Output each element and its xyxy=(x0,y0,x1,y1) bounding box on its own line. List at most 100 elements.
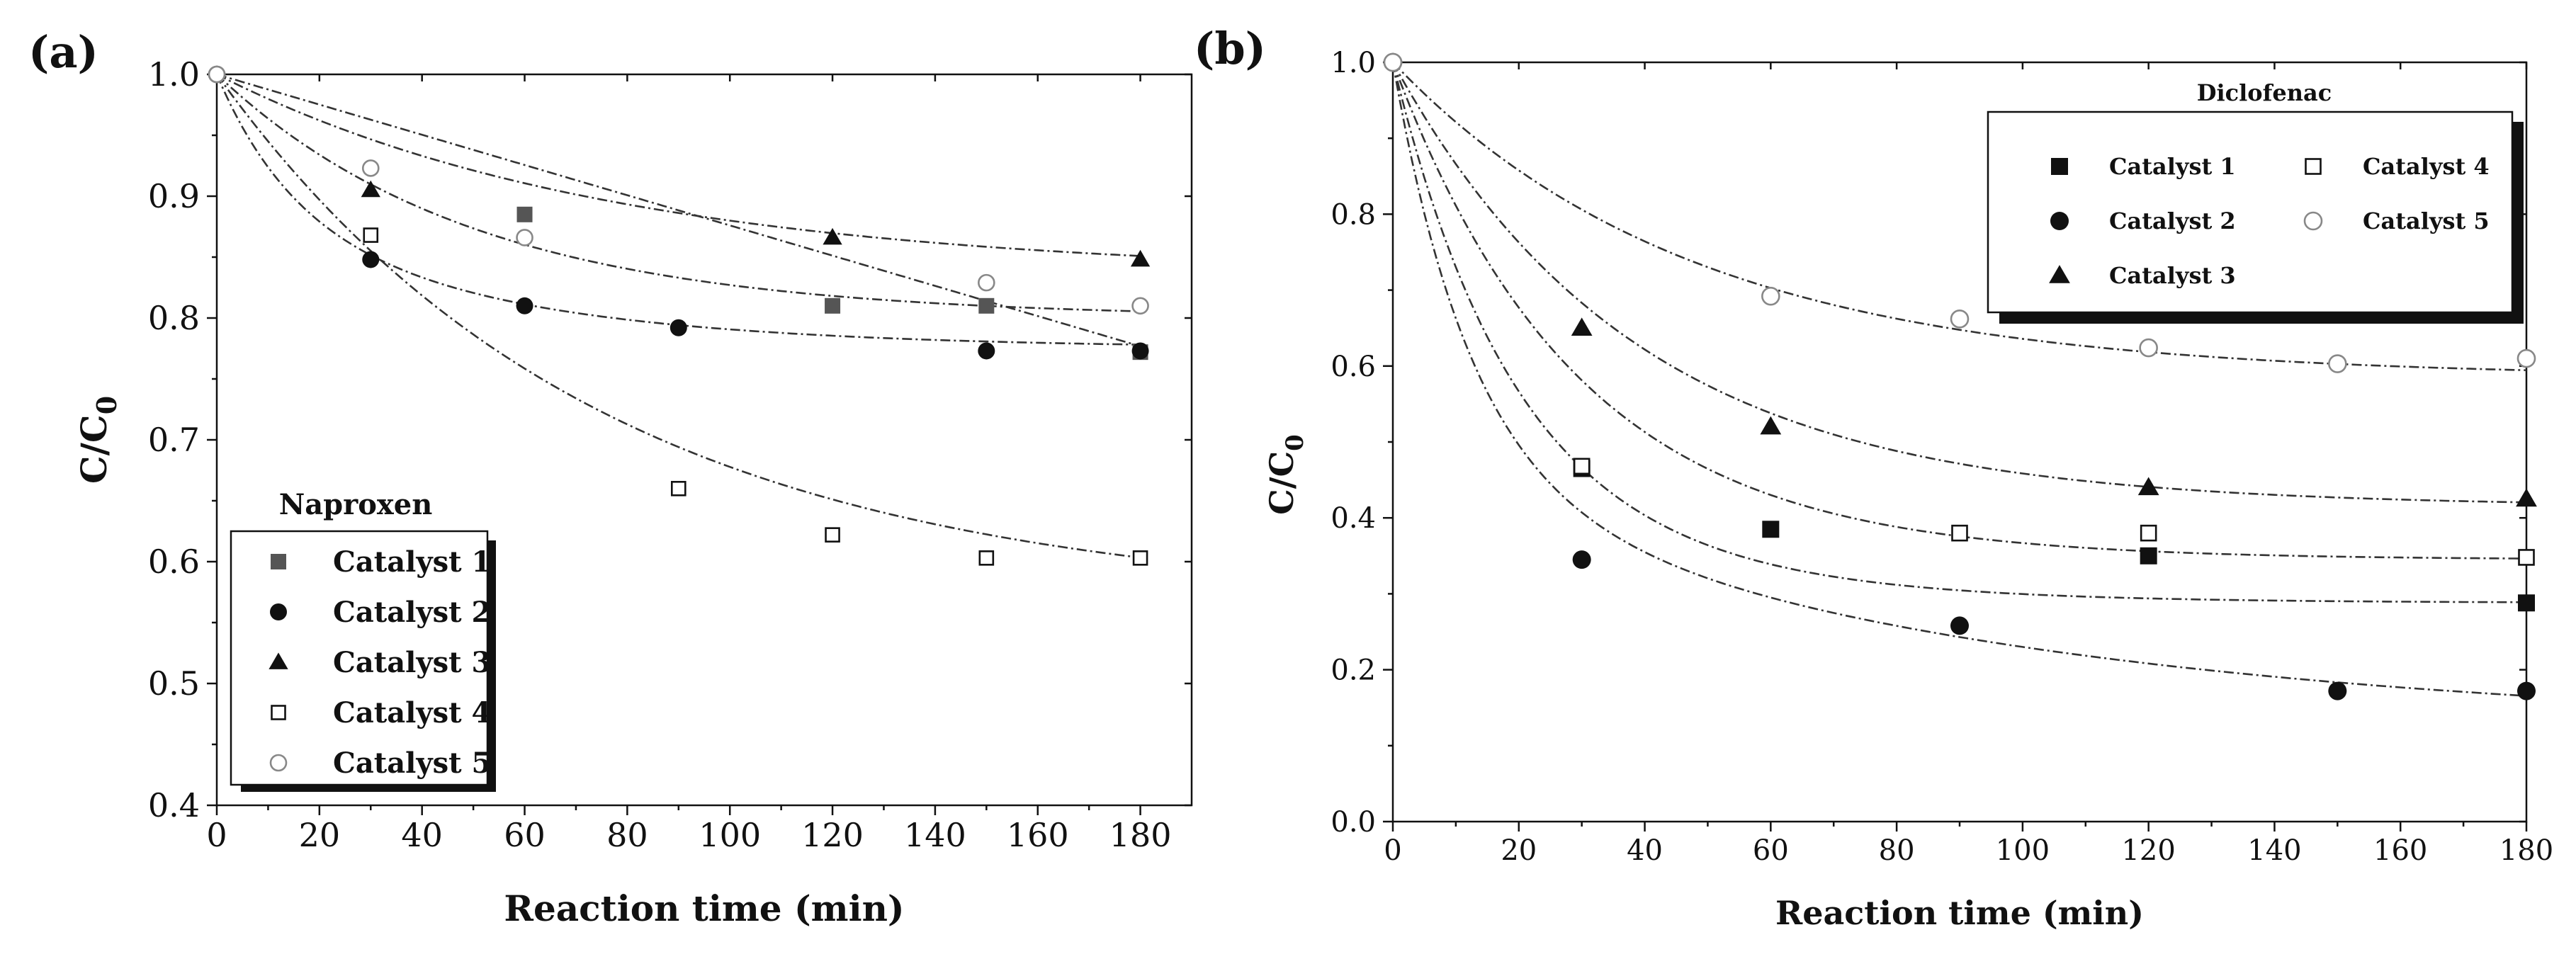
panel-b-ticks: 0 20 40 60 80 100 120 140 160 180 0.0 0.2 0.4 0.6 0.8 1… xyxy=(1331,47,2553,867)
panel-a-chart: (a) 0 20 40 60 80 100 120 140 160 180 0.4 0.5 0.6 0.7… xyxy=(28,26,1193,929)
panel-a-x-tick-label: 120 xyxy=(801,816,864,854)
panel-b-point-catalyst-2 xyxy=(1950,616,1969,635)
panel-b-point-catalyst-1 xyxy=(2140,547,2157,564)
panel-a-fit-catalyst-1 xyxy=(216,73,1141,348)
panel-a-label: (a) xyxy=(28,26,98,78)
panel-a-x-axis-title: Reaction time (min) xyxy=(504,887,904,929)
panel-a-legend-label-catalyst-5: Catalyst 5 xyxy=(333,747,491,780)
panel-a-legend-box xyxy=(230,530,489,786)
panel-a-point-catalyst-4 xyxy=(825,527,840,543)
panel-b-point-catalyst-2 xyxy=(2328,681,2347,700)
panel-b-y-tick-label: 0.6 xyxy=(1331,351,1376,383)
panel-b-y-tick-label: 1.0 xyxy=(1331,47,1376,79)
panel-b-point-catalyst-2 xyxy=(1572,550,1591,569)
panel-a-point-catalyst-2 xyxy=(1131,342,1149,360)
panel-b-legend-title: Diclofenac xyxy=(2197,79,2332,106)
panel-b-point-catalyst-1 xyxy=(1762,521,1780,538)
panel-a-point-catalyst-1 xyxy=(825,297,841,314)
panel-a-legend-label-catalyst-4: Catalyst 4 xyxy=(333,696,491,730)
panel-a-point-catalyst-3 xyxy=(823,227,842,245)
panel-b-point-catalyst-5 xyxy=(1383,52,1403,72)
panel-b-point-catalyst-3 xyxy=(1571,317,1593,336)
panel-a-point-catalyst-5 xyxy=(978,273,995,292)
panel-a-x-tick-label: 40 xyxy=(401,816,443,854)
panel-b-ylabel-sub: 0 xyxy=(1281,434,1309,451)
panel-a-point-catalyst-2 xyxy=(516,297,533,314)
panel-a-x-tick-label: 20 xyxy=(299,816,341,854)
panel-a-fit-catalyst-5 xyxy=(216,74,1141,312)
panel-a-y-tick-label: 1.0 xyxy=(148,55,200,93)
panel-b-label: (b) xyxy=(1194,23,1266,74)
panel-a-x-tick-label: 0 xyxy=(206,816,227,854)
panel-b-point-catalyst-4 xyxy=(1573,458,1591,475)
panel-a-y-tick-label: 0.6 xyxy=(148,543,200,581)
panel-b-point-catalyst-5 xyxy=(1761,286,1780,306)
panel-a-point-catalyst-5 xyxy=(208,65,226,84)
panel-b-y-axis-title: C/C0 xyxy=(1262,434,1309,515)
panel-a-point-catalyst-5 xyxy=(1131,297,1149,315)
panel-b-x-tick-label: 160 xyxy=(2373,834,2427,867)
panel-b-legend-marker-catalyst-3 xyxy=(2049,265,2070,283)
panel-b-point-catalyst-5 xyxy=(2328,354,2347,373)
panel-b-point-catalyst-5 xyxy=(1950,310,1970,329)
panel-a-point-catalyst-1 xyxy=(516,206,533,222)
panel-a-legend-marker-catalyst-2 xyxy=(270,603,287,620)
panel-a-y-tick-label: 0.7 xyxy=(148,421,200,459)
panel-b-legend-box xyxy=(1987,110,2514,314)
panel-a-legend-label-catalyst-2: Catalyst 2 xyxy=(333,596,491,629)
panel-b-x-tick-label: 20 xyxy=(1501,834,1537,867)
panel-a-data-points xyxy=(208,65,1151,566)
panel-a-point-catalyst-1 xyxy=(978,297,995,314)
panel-b-legend-label-catalyst-2: Catalyst 2 xyxy=(2109,208,2236,234)
panel-a-x-tick-label: 160 xyxy=(1007,816,1069,854)
panel-b-point-catalyst-4 xyxy=(1951,524,1968,542)
panel-b-x-tick-label: 180 xyxy=(2499,834,2553,867)
panel-a-x-tick-label: 60 xyxy=(504,816,546,854)
panel-b-point-catalyst-3 xyxy=(2516,488,2537,507)
panel-b-y-tick-label: 0.0 xyxy=(1331,806,1376,839)
panel-a-legend-label-catalyst-3: Catalyst 3 xyxy=(333,646,491,679)
panel-a-legend-title: Naproxen xyxy=(279,488,433,521)
panel-a-point-catalyst-3 xyxy=(1130,249,1151,267)
panel-b-point-catalyst-2 xyxy=(2517,681,2536,700)
panel-b-legend: Catalyst 1 Catalyst 2 Catalyst 3 Catalyst 4… xyxy=(1987,110,2524,324)
panel-b-data-points xyxy=(1383,52,2537,700)
panel-a-legend-marker-catalyst-4 xyxy=(271,705,286,720)
panel-a-y-axis-title: C/C0 xyxy=(73,396,123,484)
panel-b-y-tick-label: 0.4 xyxy=(1331,502,1376,535)
panel-b-point-catalyst-4 xyxy=(2518,549,2535,566)
panel-a-point-catalyst-4 xyxy=(1132,550,1148,566)
panel-b-legend-marker-catalyst-4 xyxy=(2305,158,2322,175)
panel-a-y-tick-label: 0.8 xyxy=(148,299,200,337)
panel-a-point-catalyst-2 xyxy=(670,319,687,336)
panel-b-point-catalyst-3 xyxy=(2137,477,2159,496)
panel-b-fit-catalyst-2 xyxy=(1391,62,2527,697)
panel-a-x-tick-label: 140 xyxy=(904,816,966,854)
panel-a-legend-marker-catalyst-1 xyxy=(271,554,286,569)
panel-b-ylabel-main: C/C xyxy=(1262,451,1301,515)
panel-a-point-catalyst-5 xyxy=(361,159,380,177)
panel-a-ylabel-sub: 0 xyxy=(91,396,123,414)
panel-a-point-catalyst-2 xyxy=(978,342,995,360)
panel-b-point-catalyst-1 xyxy=(2518,594,2535,612)
panel-a-point-catalyst-2 xyxy=(362,251,380,268)
panel-a-legend: Catalyst 1 Catalyst 2 Catalyst 3 Catalyst 4… xyxy=(230,530,496,792)
panel-b-chart: (b) 0 20 40 60 80 100 120 140 160 180 0.0 0.2 0.4 0.6… xyxy=(1194,23,2553,932)
panel-b-point-catalyst-3 xyxy=(1760,416,1782,435)
panel-a-y-tick-label: 0.5 xyxy=(148,664,200,703)
panel-a-ticks: 0 20 40 60 80 100 120 140 160 180 0.4 0.5 0.6 0.7 0.8 0… xyxy=(148,55,1192,854)
panel-a-x-tick-label: 100 xyxy=(699,816,761,854)
panel-b-fit-catalyst-3 xyxy=(1391,62,2527,504)
panel-a-fit-catalyst-4 xyxy=(215,74,1141,559)
panel-b-x-tick-label: 100 xyxy=(1996,834,2050,867)
panel-b-point-catalyst-5 xyxy=(2139,338,2158,358)
panel-b-x-tick-label: 0 xyxy=(1384,834,1401,867)
panel-a-point-catalyst-4 xyxy=(363,227,379,243)
panel-b-point-catalyst-5 xyxy=(2516,348,2536,368)
panel-b-x-tick-label: 60 xyxy=(1753,834,1789,867)
panel-a-point-catalyst-4 xyxy=(978,550,995,566)
panel-a-point-catalyst-3 xyxy=(361,180,380,198)
panel-a-legend-label-catalyst-1: Catalyst 1 xyxy=(333,545,491,579)
panel-b-point-catalyst-4 xyxy=(2140,524,2157,542)
